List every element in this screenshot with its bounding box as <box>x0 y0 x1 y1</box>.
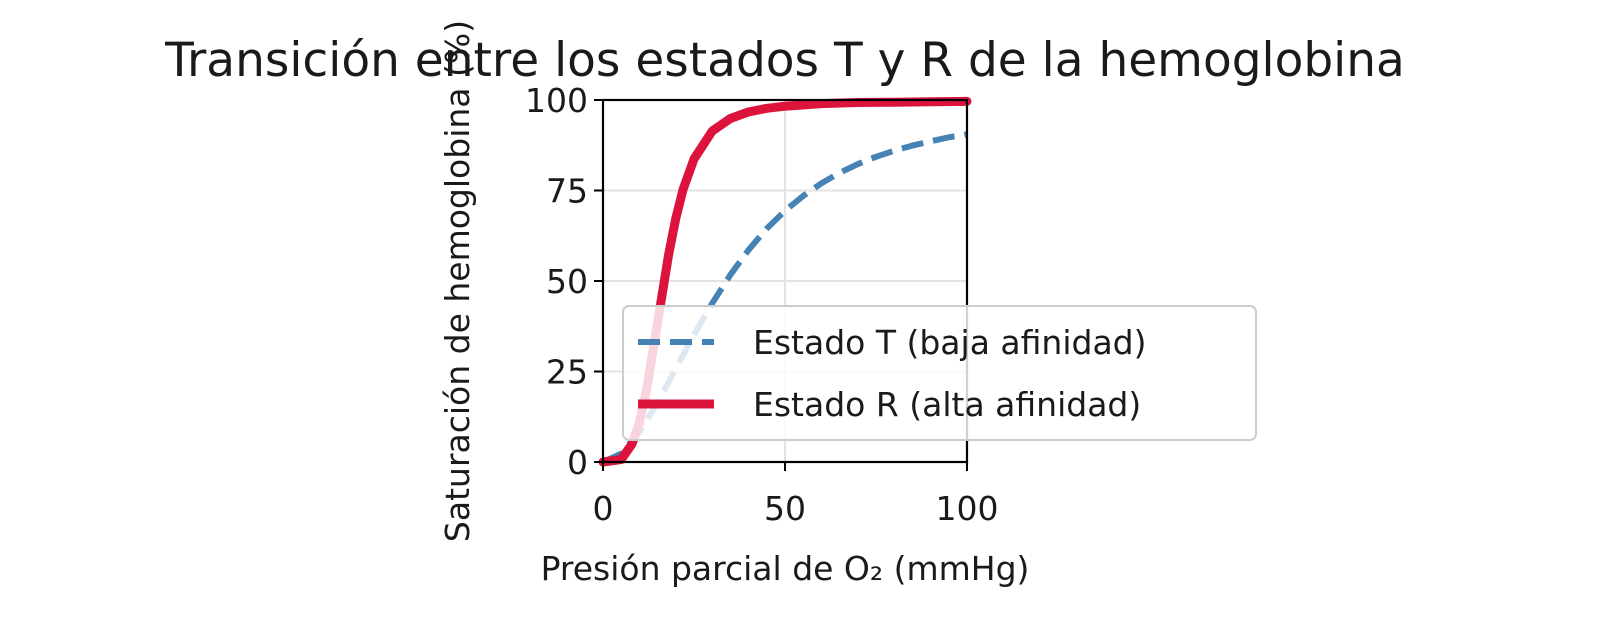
y-axis-label: Saturación de hemoglobina (%) <box>438 20 477 542</box>
x-tick-label: 100 <box>936 489 999 528</box>
x-axis-label: Presión parcial de O₂ (mmHg) <box>541 549 1030 588</box>
x-tick-label: 50 <box>764 489 806 528</box>
axis-ticks: 0 50 100 0 25 50 75 100 <box>525 81 999 528</box>
y-tick-label: 100 <box>525 81 588 120</box>
y-tick-label: 75 <box>546 172 588 211</box>
legend-label-r: Estado R (alta afinidad) <box>753 385 1141 424</box>
legend: Estado T (baja afinidad) Estado R (alta … <box>622 305 1257 441</box>
x-tick-label: 0 <box>593 489 614 528</box>
series-line-t <box>601 131 968 465</box>
legend-label-t: Estado T (baja afinidad) <box>753 323 1147 362</box>
y-tick-label: 0 <box>567 443 588 482</box>
chart-title: Transición entre los estados T y R de la… <box>164 33 1405 88</box>
y-tick-label: 50 <box>546 262 588 301</box>
legend-box <box>622 305 1257 441</box>
y-tick-label: 25 <box>546 353 588 392</box>
